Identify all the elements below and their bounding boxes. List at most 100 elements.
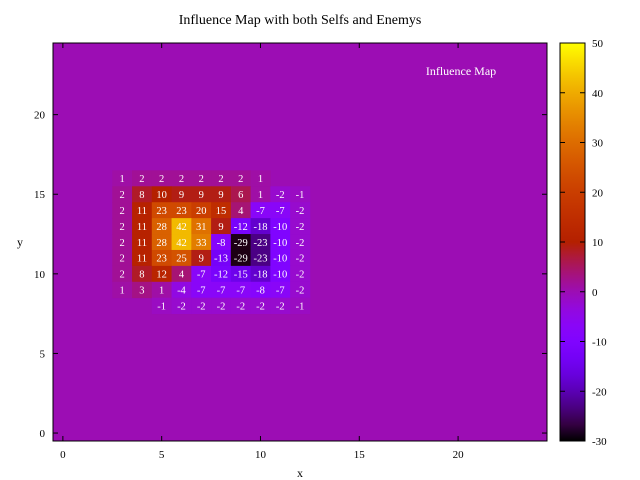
cell-value-label: -2 bbox=[217, 301, 226, 312]
x-tick-label: 10 bbox=[255, 449, 267, 461]
cell-value-label: 42 bbox=[176, 222, 187, 233]
heatmap-cell bbox=[290, 234, 311, 251]
cell-value-label: -2 bbox=[197, 301, 206, 312]
heatmap-cell bbox=[211, 281, 232, 299]
cell-value-label: -2 bbox=[276, 190, 285, 201]
colorbar-tick-label: 0 bbox=[592, 287, 598, 299]
cell-value-label: 12 bbox=[156, 270, 167, 281]
heatmap-cell bbox=[112, 218, 133, 235]
heatmap-cell bbox=[171, 170, 192, 187]
cell-value-label: 2 bbox=[120, 190, 125, 201]
heatmap-cell bbox=[270, 297, 291, 315]
cell-value-label: -7 bbox=[197, 286, 206, 297]
x-tick-label: 0 bbox=[60, 449, 66, 461]
cell-value-label: 10 bbox=[156, 190, 167, 201]
heatmap-cell bbox=[290, 202, 311, 219]
cell-value-label: 4 bbox=[179, 270, 185, 281]
heatmap-cell bbox=[270, 202, 291, 219]
cell-value-label: -2 bbox=[296, 254, 305, 265]
heatmap-cell bbox=[230, 234, 251, 251]
cell-value-label: 1 bbox=[159, 286, 164, 297]
heatmap-cell bbox=[230, 297, 251, 315]
heatmap-cell bbox=[230, 170, 251, 187]
heatmap-cell bbox=[171, 186, 192, 203]
x-axis-ticks: 0 5 10 15 20 bbox=[60, 43, 464, 461]
heatmap-cell bbox=[250, 234, 271, 251]
cell-value-label: 9 bbox=[199, 254, 204, 265]
heatmap-cell bbox=[112, 249, 133, 267]
heatmap-cell bbox=[112, 265, 133, 283]
heatmap-cell bbox=[211, 202, 232, 219]
cell-value-label: 9 bbox=[218, 222, 223, 233]
cell-value-label: -2 bbox=[296, 270, 305, 281]
cell-value-label: -2 bbox=[296, 286, 305, 297]
heatmap-cell bbox=[151, 202, 172, 219]
cell-value-label: 2 bbox=[238, 174, 243, 185]
heatmap-cell bbox=[112, 234, 133, 251]
cell-value-label: -1 bbox=[157, 301, 166, 312]
cell-value-label: 1 bbox=[120, 286, 125, 297]
cell-value-label: 3 bbox=[139, 286, 144, 297]
cell-value-label: -23 bbox=[253, 238, 267, 249]
x-tick-label: 15 bbox=[354, 449, 366, 461]
cell-value-label: 11 bbox=[137, 254, 147, 265]
heatmap-cell bbox=[151, 265, 172, 283]
cell-value-label: 8 bbox=[139, 190, 144, 201]
cell-value-label: 9 bbox=[218, 190, 223, 201]
cell-value-label: 25 bbox=[176, 254, 187, 265]
cell-value-label: 2 bbox=[120, 254, 125, 265]
heatmap-cell bbox=[132, 249, 153, 267]
heatmap-cell bbox=[290, 297, 311, 315]
cell-value-label: -8 bbox=[256, 286, 265, 297]
heatmap-cell bbox=[270, 281, 291, 299]
cell-value-label: 23 bbox=[156, 254, 167, 265]
heatmap-cell bbox=[250, 281, 271, 299]
cell-value-label: -2 bbox=[296, 206, 305, 217]
heatmap-cell bbox=[191, 202, 212, 219]
heatmap-cell bbox=[151, 249, 172, 267]
y-axis-label: y bbox=[17, 235, 23, 249]
heatmap-cell bbox=[112, 281, 133, 299]
y-axis-ticks: 0 5 10 15 20 bbox=[34, 110, 547, 440]
heatmap-cell bbox=[171, 249, 192, 267]
cell-value-label: -7 bbox=[197, 270, 206, 281]
heatmap-cell bbox=[132, 170, 153, 187]
heatmap-cell bbox=[211, 170, 232, 187]
heatmap-cell bbox=[290, 218, 311, 235]
cell-value-label: 2 bbox=[120, 222, 125, 233]
cell-value-label: -10 bbox=[273, 254, 287, 265]
cell-value-label: -18 bbox=[253, 270, 267, 281]
cell-value-label: -2 bbox=[296, 238, 305, 249]
cell-value-label: -10 bbox=[273, 222, 287, 233]
heatmap-cell bbox=[290, 186, 311, 203]
cell-value-label: 2 bbox=[139, 174, 144, 185]
heatmap-cell bbox=[270, 234, 291, 251]
heatmap-cell bbox=[191, 234, 212, 251]
cell-value-label: 6 bbox=[238, 190, 243, 201]
cell-value-label: -12 bbox=[214, 270, 228, 281]
cell-value-label: 2 bbox=[179, 174, 184, 185]
heatmap-cell bbox=[171, 218, 192, 235]
cell-value-label: 15 bbox=[216, 206, 227, 217]
cell-value-label: -7 bbox=[236, 286, 245, 297]
heatmap-cell bbox=[250, 249, 271, 267]
heatmap-cell bbox=[191, 281, 212, 299]
heatmap-cell bbox=[132, 202, 153, 219]
cell-value-label: 11 bbox=[137, 238, 147, 249]
colorbar-tick-label: 20 bbox=[592, 187, 604, 199]
cell-value-label: 2 bbox=[218, 174, 223, 185]
heatmap-cell bbox=[151, 234, 172, 251]
colorbar-tick-label: -10 bbox=[592, 337, 607, 349]
heatmap-cell-labels: 1 2 2 2 2 2 2 12 8 10 9 9 9 6 1 -2 -12 11 23 23 20 15 4 -7 -7 -22… bbox=[120, 174, 305, 312]
heatmap-cell bbox=[191, 249, 212, 267]
cell-value-label: -15 bbox=[234, 270, 248, 281]
heatmap-cell bbox=[112, 186, 133, 203]
colorbar-tick-label: -20 bbox=[592, 386, 607, 398]
plot-frame bbox=[52, 42, 548, 442]
heatmap-cell bbox=[290, 265, 311, 283]
heatmap-cell bbox=[112, 202, 133, 219]
heatmap-cell bbox=[112, 170, 133, 187]
heatmap-cells bbox=[112, 170, 311, 315]
x-axis-label: x bbox=[297, 466, 303, 480]
x-tick-label: 5 bbox=[159, 449, 165, 461]
